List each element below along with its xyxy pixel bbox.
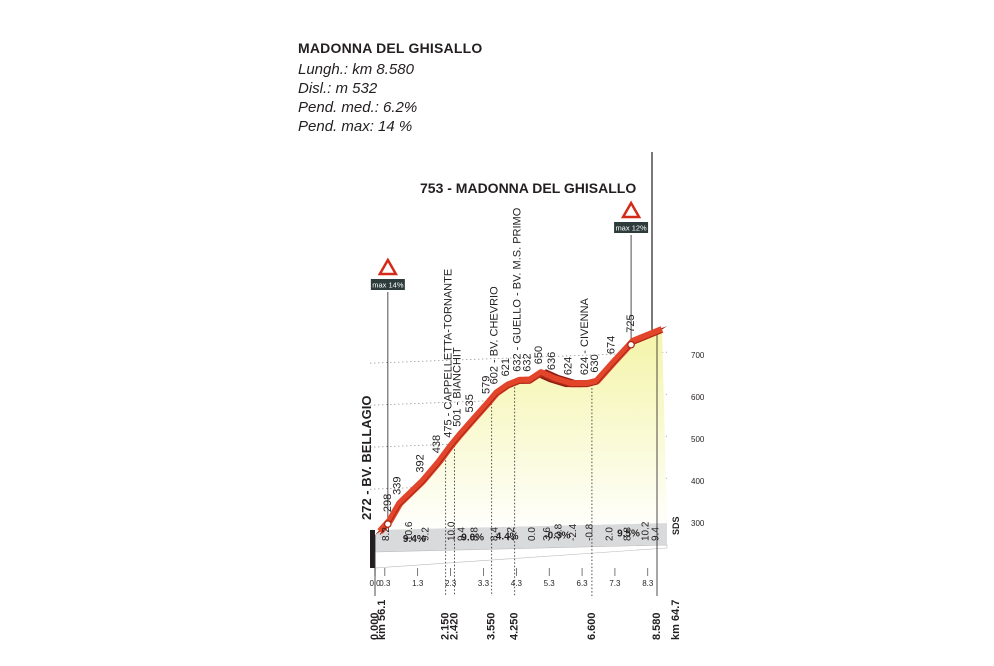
- segment-gradient-label: -0.3%: [544, 530, 570, 541]
- slope-label: 2.2: [506, 527, 517, 541]
- slope-label: 9.4: [650, 527, 661, 541]
- slope-label: -0.8: [585, 523, 596, 541]
- profile-area: [375, 329, 667, 535]
- altitude-label: 636: [546, 352, 558, 370]
- y-tick-label-300: 300: [691, 519, 705, 528]
- max-marker-label: max 12%: [615, 224, 647, 233]
- altitude-label: 602 - BV. CHEVRIO: [489, 286, 501, 384]
- slope-label: 8.4: [489, 527, 500, 541]
- max-marker-box: [370, 279, 405, 290]
- max-marker-box: [614, 222, 649, 233]
- max-gradient-icon: [377, 257, 399, 276]
- max-marker-point: [627, 340, 635, 349]
- km-tick-label: 5.3: [544, 579, 556, 588]
- stat-average-gradient: Pend. med.: 6.2%: [298, 99, 418, 116]
- altitude-label: 674: [605, 336, 617, 354]
- km-mark-label: 6.600: [586, 612, 598, 640]
- stat-length: Lungh.: km 8.580: [298, 61, 414, 78]
- y-tick-label-700: 700: [691, 351, 705, 360]
- grid-line-700: [369, 351, 668, 364]
- km-mark-label: 3.550: [486, 612, 498, 640]
- altitude-label: 630: [589, 354, 601, 372]
- km-tick-label: 4.3: [511, 579, 523, 588]
- slope-label: 8.8: [470, 527, 481, 541]
- slope-label: 9.2: [420, 527, 431, 541]
- road-edge-line: [379, 331, 663, 535]
- altitude-label: 632: [522, 353, 534, 371]
- y-tick-label-400: 400: [691, 477, 705, 486]
- altitude-label: 624 - CIVENNA: [579, 297, 591, 375]
- slope-label: 0.0: [527, 527, 538, 541]
- altitude-label: 475 - CAPPELLETTA-TORNANTE: [443, 269, 455, 438]
- altitude-label: 624: [563, 357, 575, 375]
- altitude-label: 725: [625, 314, 637, 332]
- km-tick-label: 8.3: [642, 579, 654, 588]
- slope-label: 2.0: [604, 527, 615, 541]
- altitude-label: 632 - GUELLO - BV. M.S. PRIMO: [512, 207, 524, 371]
- y-tick-label-600: 600: [691, 393, 705, 402]
- km-mark-label: 0.000: [369, 612, 381, 640]
- stat-elevation-gain: Disl.: m 532: [298, 80, 378, 97]
- altitude-label: 650: [533, 346, 545, 364]
- altitude-label: 298: [382, 494, 394, 512]
- km-mark-label: 4.250: [509, 612, 521, 640]
- sds-label: SDS: [671, 516, 681, 535]
- km-tick-label: 1.3: [412, 579, 424, 588]
- segment-gradient-label: 9.0%: [461, 533, 484, 544]
- slope-label: 8.2: [381, 527, 392, 541]
- altitude-label: 501 - BIANCHIT: [452, 347, 464, 427]
- base-strip: [375, 523, 667, 552]
- slope-label: 9.4: [456, 527, 467, 541]
- km-mark-label: 8.580: [651, 612, 663, 640]
- road-line: [377, 326, 664, 534]
- slope-label: 10.2: [641, 521, 652, 541]
- altitude-label: 579: [480, 376, 492, 394]
- slope-label: 8.8: [622, 527, 633, 541]
- summit-label: 753 - MADONNA DEL GHISALLO: [420, 180, 636, 196]
- altitude-label: 339: [392, 476, 404, 494]
- slope-label: -2.8: [553, 523, 564, 541]
- max-gradient-icon: [620, 200, 642, 219]
- km-tick-label: 0.0: [369, 579, 381, 588]
- km-tick-label: 3.3: [478, 579, 490, 588]
- stat-max-gradient: Pend. max: 14 %: [298, 118, 413, 135]
- climb-info: MADONNA DEL GHISALLO Lungh.: km 8.580 Di…: [298, 40, 482, 136]
- km-mark-label: 2.150: [440, 612, 452, 640]
- start-label: 272 - BV. BELLAGIO: [359, 396, 374, 521]
- slope-label: 3.6: [542, 527, 553, 541]
- km-start-label: km 56.1: [376, 600, 388, 640]
- km-tick-label: 0.3: [379, 579, 391, 588]
- km-end-label: km 64.7: [670, 600, 682, 640]
- altitude-label: 438: [431, 435, 443, 453]
- km-mark-label: 2.420: [449, 612, 461, 640]
- segment-gradient-label: 4.4%: [496, 532, 519, 543]
- chart-title: MADONNA DEL GHISALLO: [298, 40, 483, 56]
- max-marker-label: max 14%: [372, 281, 404, 290]
- slope-label: 10.0: [447, 521, 458, 541]
- max-marker-point: [384, 520, 392, 528]
- slope-label: 10.6: [404, 521, 415, 541]
- km-tick-label: 6.3: [577, 579, 589, 588]
- slope-label: -2.4: [568, 523, 579, 541]
- km-tick-label: 2.3: [445, 579, 457, 588]
- altitude-label: 621: [500, 358, 512, 376]
- altitude-label: 535: [464, 394, 476, 412]
- altitude-label: 392: [415, 454, 427, 472]
- segment-gradient-label: 9.5%: [617, 529, 640, 540]
- y-tick-label-500: 500: [691, 435, 705, 444]
- km-tick-label: 7.3: [609, 579, 621, 588]
- base-left-edge: [370, 530, 375, 568]
- segment-gradient-label: 9.4%: [403, 534, 426, 545]
